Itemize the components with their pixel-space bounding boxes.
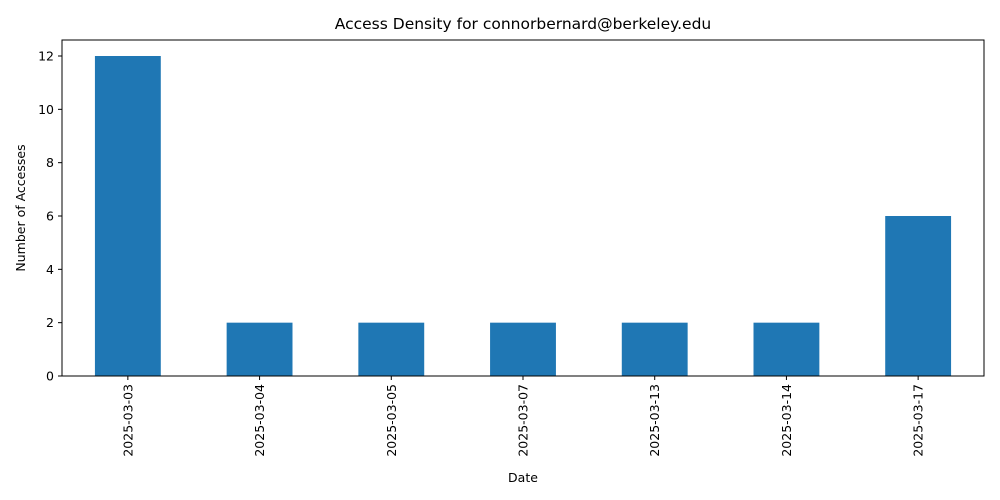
plot-frame — [61, 39, 985, 377]
bars-group — [94, 56, 952, 376]
bar-2025-03-05 — [358, 322, 425, 376]
bar-2025-03-14 — [753, 322, 820, 376]
bar-2025-03-07 — [490, 322, 556, 376]
x-tick-label: 2025-03-05 — [384, 384, 399, 457]
y-axis-label: Number of Accesses — [13, 144, 28, 271]
y-axis-ticks: 0 2 4 6 8 10 12 — [38, 49, 62, 384]
y-tick-label: 12 — [38, 49, 54, 64]
x-axis-ticks: 2025-03-03 2025-03-04 2025-03-05 2025-03-07… — [120, 376, 926, 457]
y-tick-label: 6 — [46, 209, 54, 224]
x-tick-label: 2025-03-03 — [120, 384, 135, 457]
axes-frame — [61, 39, 985, 377]
chart-title: Access Density for connorbernard@berkele… — [335, 15, 711, 33]
y-tick-label: 4 — [46, 262, 54, 277]
y-tick-label: 2 — [46, 315, 54, 330]
bar-2025-03-17 — [885, 216, 952, 376]
x-tick-label: 2025-03-17 — [911, 384, 926, 457]
x-axis-label: Date — [508, 470, 538, 485]
y-tick-label: 0 — [46, 369, 54, 384]
bar-2025-03-04 — [226, 322, 293, 376]
x-tick-label: 2025-03-04 — [252, 384, 267, 457]
bar-2025-03-03 — [94, 56, 161, 376]
x-tick-label: 2025-03-14 — [779, 384, 794, 457]
y-tick-label: 8 — [46, 155, 54, 170]
bar-2025-03-13 — [621, 322, 688, 376]
x-tick-label: 2025-03-13 — [647, 384, 662, 457]
x-tick-label: 2025-03-07 — [516, 384, 531, 457]
y-tick-label: 10 — [38, 102, 54, 117]
